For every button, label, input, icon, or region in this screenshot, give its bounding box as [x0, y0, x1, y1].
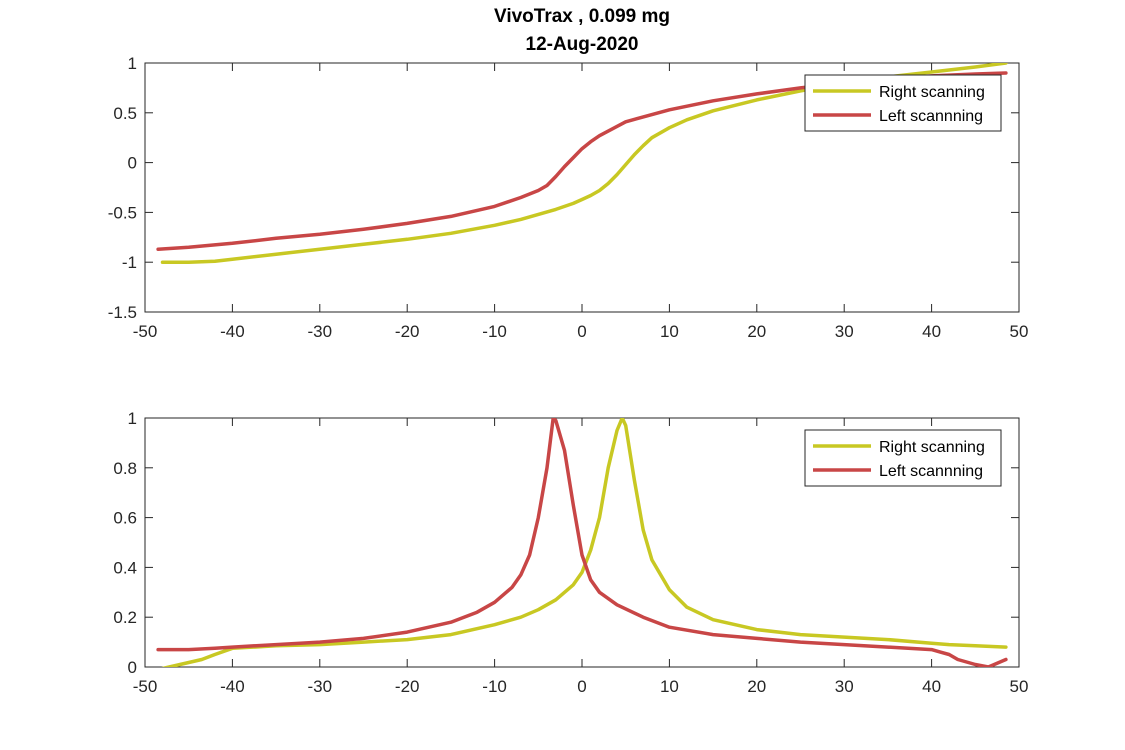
series-line-left-scanning [156, 418, 1008, 667]
y-tick-label: -0.5 [108, 203, 137, 222]
series-line-right-scanning [160, 63, 1008, 264]
y-tick-label: 1 [128, 409, 137, 428]
x-tick-label: 0 [577, 677, 586, 696]
x-tick-label: -50 [133, 677, 158, 696]
legend-label: Left scannning [879, 108, 983, 125]
x-tick-label: 50 [1010, 677, 1029, 696]
x-tick-label: -30 [308, 677, 333, 696]
series-line-right-scanning [161, 418, 1008, 667]
y-tick-label: 0.2 [113, 608, 137, 627]
x-tick-label: 50 [1010, 322, 1029, 341]
x-tick-label: 20 [747, 322, 766, 341]
y-tick-label: 0.6 [113, 509, 137, 528]
y-tick-label: 0.4 [113, 558, 137, 577]
x-tick-label: 20 [747, 677, 766, 696]
chart-subtitle: 12-Aug-2020 [525, 34, 639, 55]
legend-label: Left scannning [879, 463, 983, 480]
y-tick-label: 0 [128, 658, 137, 677]
plot-1: -50 -40 -30 -20 -10 0 10 20 30 40 50 -1.5 -1 -0.5 0 0.5… [108, 54, 1029, 341]
legend-label: Right scanning [879, 84, 985, 101]
chart-title: VivoTrax , 0.099 mg [493, 6, 671, 27]
legend-box [804, 429, 1002, 487]
x-tick-label: -40 [220, 322, 245, 341]
x-tick-label: 10 [660, 322, 679, 341]
x-tick-label: 0 [577, 322, 586, 341]
plot-2: -50 -40 -30 -20 -10 0 10 20 30 40 50 0 0.2 0.4 0.6 0.8 1… [113, 409, 1028, 696]
x-tick-label: 30 [835, 677, 854, 696]
legend: Right scanning Left scannning [804, 429, 1002, 487]
y-tick-label: -1 [122, 253, 137, 272]
x-tick-label: -50 [133, 322, 158, 341]
y-tick-label: 0.5 [113, 104, 137, 123]
y-tick-label: 1 [128, 54, 137, 73]
legend-label: Right scanning [879, 439, 985, 456]
x-tick-label: 10 [660, 677, 679, 696]
y-tick-label: 0 [128, 154, 137, 173]
legend: Right scanning Left scannning [804, 74, 1002, 132]
y-tick-label: -1.5 [108, 303, 137, 322]
x-tick-label: -20 [395, 677, 420, 696]
x-tick-label: -10 [482, 677, 507, 696]
x-tick-label: 40 [922, 677, 941, 696]
x-tick-label: 40 [922, 322, 941, 341]
legend-box [804, 74, 1002, 132]
x-tick-label: -10 [482, 322, 507, 341]
x-tick-label: -30 [308, 322, 333, 341]
y-tick-label: 0.8 [113, 459, 137, 478]
x-tick-label: 30 [835, 322, 854, 341]
x-tick-label: -40 [220, 677, 245, 696]
x-tick-label: -20 [395, 322, 420, 341]
